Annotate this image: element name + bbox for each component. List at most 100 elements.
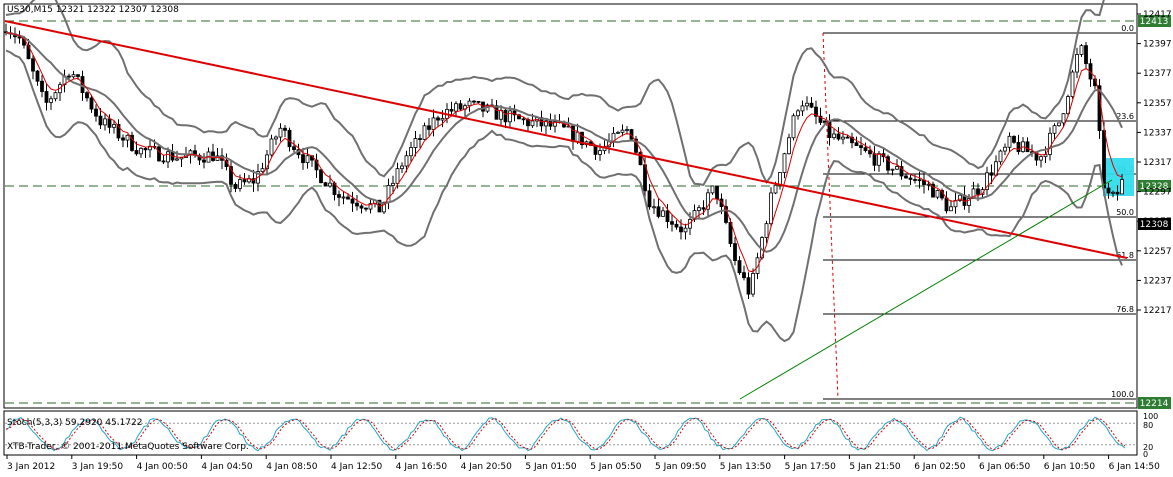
- candle-body: [1075, 54, 1079, 73]
- candle-body: [521, 118, 526, 121]
- candle-body: [85, 92, 89, 99]
- candle-body: [832, 133, 836, 138]
- candle-body: [638, 151, 643, 166]
- candle-body: [908, 177, 913, 180]
- time-axis-label: 5 Jan 21:50: [849, 462, 901, 472]
- candle-body: [269, 138, 274, 156]
- stoch-pane[interactable]: [3, 410, 1138, 456]
- candle-body: [710, 185, 715, 194]
- time-axis-label: 4 Jan 20:50: [461, 462, 513, 472]
- candle-body: [746, 277, 751, 295]
- candle-body: [598, 150, 602, 155]
- candle-body: [467, 100, 472, 107]
- time-axis-label: 5 Jan 01:50: [525, 462, 577, 472]
- bollinger-lower-band: [5, 49, 1123, 343]
- candle-body: [71, 74, 76, 78]
- candle-body: [1016, 141, 1021, 153]
- candle-body: [904, 175, 908, 179]
- time-axis-label: 4 Jan 16:50: [396, 462, 448, 472]
- candle-body: [805, 102, 809, 107]
- candle-body: [449, 109, 454, 112]
- stoch-axis-label: 80: [1143, 421, 1153, 430]
- time-axis-label: 5 Jan 13:50: [720, 462, 772, 472]
- candle-body: [841, 136, 845, 140]
- time-axis-label: 4 Jan 08:50: [266, 462, 318, 472]
- candle-body: [949, 206, 953, 212]
- candle-body: [818, 115, 823, 123]
- price-axis-label: 12337: [1143, 128, 1172, 138]
- candle-body: [697, 207, 701, 211]
- candle-body: [440, 118, 445, 121]
- candle-body: [427, 125, 431, 130]
- candle-body: [755, 257, 760, 274]
- badge-support-bg: [1138, 397, 1171, 409]
- price-axis-label: 12217: [1143, 306, 1172, 316]
- candle-body: [575, 131, 580, 142]
- candle-body: [913, 179, 917, 181]
- candle-body: [931, 183, 935, 198]
- candle-body: [319, 169, 323, 184]
- candle-body: [355, 202, 359, 207]
- chart-header: US30,M15 12321 12322 12307 12308: [7, 5, 179, 15]
- time-axis-label: 6 Jan 14:50: [1109, 462, 1161, 472]
- main-pane[interactable]: [3, 3, 1138, 409]
- candle-body: [229, 166, 233, 185]
- candle-body: [161, 160, 166, 163]
- candle-body: [49, 98, 53, 103]
- badge-resistance: 12413: [1140, 17, 1169, 27]
- badge-pivot-bg: [1138, 180, 1171, 192]
- candle-body: [670, 221, 674, 225]
- candle-body: [346, 196, 350, 200]
- candle-body: [508, 110, 512, 123]
- candle-body: [872, 153, 877, 166]
- candle-body: [404, 155, 409, 167]
- candle-body: [337, 194, 341, 198]
- candle-body: [764, 223, 769, 239]
- candle-body: [76, 74, 80, 77]
- candle-body: [859, 145, 863, 149]
- candle-body: [634, 138, 638, 153]
- price-axis-label: 12417: [1143, 10, 1172, 20]
- candle-body: [1084, 45, 1088, 65]
- descending-trendline[interactable]: [4, 20, 1128, 259]
- candle-body: [796, 110, 800, 117]
- candle-body: [40, 80, 44, 92]
- candle-body: [724, 206, 728, 223]
- badge-current-price: 12308: [1140, 220, 1169, 230]
- candle-body: [895, 166, 899, 170]
- candle-body: [787, 137, 791, 155]
- candle-body: [103, 118, 107, 126]
- candle-body: [1025, 141, 1030, 153]
- candle-body: [751, 273, 755, 295]
- candle-body: [472, 100, 476, 103]
- candle-body: [868, 150, 872, 155]
- candle-body: [35, 70, 40, 82]
- candle-body: [125, 134, 130, 141]
- candle-body: [1066, 96, 1070, 115]
- fib-level-label: 76.8: [1116, 305, 1134, 314]
- time-axis-label: 4 Jan 00:50: [137, 462, 189, 472]
- price-axis-label: 12377: [1143, 69, 1172, 79]
- candle-body: [976, 188, 980, 195]
- candle-body: [674, 223, 679, 228]
- candle-body: [580, 131, 584, 146]
- price-axis-label: 12277: [1143, 217, 1172, 227]
- candle-body: [436, 117, 440, 121]
- candle-body: [454, 103, 458, 112]
- fib-level-label: 0.0: [1121, 24, 1134, 33]
- time-axis-label: 3 Jan 2012: [7, 462, 55, 472]
- fib-level-label: 23.6: [1116, 112, 1134, 121]
- candle-body: [809, 102, 814, 108]
- stoch-axis-label: 100: [1143, 412, 1158, 421]
- candle-body: [1061, 113, 1066, 124]
- candle-body: [985, 172, 989, 190]
- ascending-support-line[interactable]: [739, 179, 1113, 400]
- candle-body: [494, 105, 499, 120]
- badge-current-price-bg: [1138, 218, 1171, 230]
- watermark: XTB-Trader, © 2001-2011 MetaQuotes Softw…: [7, 442, 249, 452]
- candle-body: [886, 156, 890, 171]
- candle-body: [836, 133, 841, 140]
- time-axis-label: 5 Jan 05:50: [590, 462, 642, 472]
